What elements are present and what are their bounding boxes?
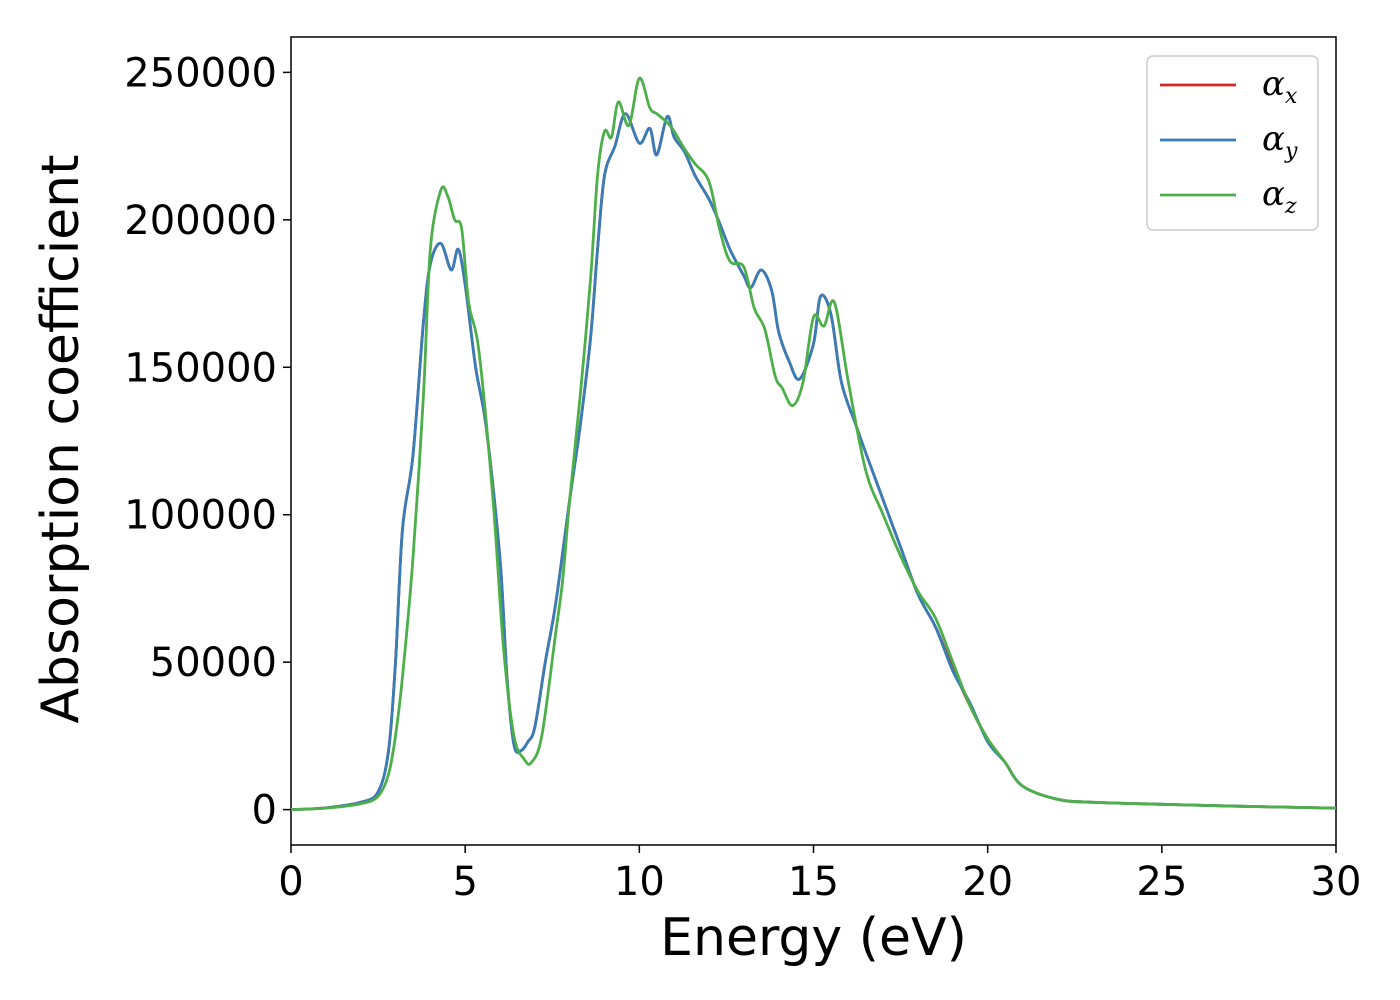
legend-subscript: y: [1284, 139, 1298, 164]
x-tick-label: 10: [614, 859, 665, 905]
legend-label-x: αx: [1262, 64, 1298, 109]
legend-subscript: x: [1285, 84, 1298, 109]
series-layer: [290, 76, 1337, 812]
legend-subscript: z: [1284, 194, 1297, 219]
legend-label-y: αy: [1262, 119, 1298, 164]
y-tick-label: 50000: [150, 640, 277, 686]
x-tick-label: 30: [1311, 859, 1362, 905]
legend-symbol: α: [1262, 64, 1285, 104]
y-tick-label: 100000: [124, 493, 277, 539]
y-tick-label: 0: [252, 788, 277, 834]
x-axis-ticks: 0 5 10 15 20 25 30: [278, 845, 1361, 905]
y-axis-title: Absorption coefficient: [31, 154, 91, 723]
x-axis-title: Energy (eV): [660, 908, 967, 968]
x-tick-label: 5: [452, 859, 477, 905]
x-tick-label: 20: [962, 859, 1013, 905]
x-tick-label: 0: [278, 859, 303, 905]
legend-box: [1146, 55, 1319, 231]
y-tick-label: 200000: [124, 198, 277, 244]
legend-symbol: α: [1262, 174, 1285, 214]
y-axis-ticks: 0 50000 100000 150000 200000 250000: [124, 50, 291, 834]
x-tick-label: 25: [1136, 859, 1187, 905]
y-tick-label: 250000: [124, 50, 277, 96]
x-tick-label: 15: [788, 859, 839, 905]
series-line-z: [290, 76, 1337, 812]
legend-label-z: αz: [1262, 174, 1297, 219]
legend-symbol: α: [1262, 119, 1285, 159]
y-tick-label: 150000: [124, 345, 277, 391]
